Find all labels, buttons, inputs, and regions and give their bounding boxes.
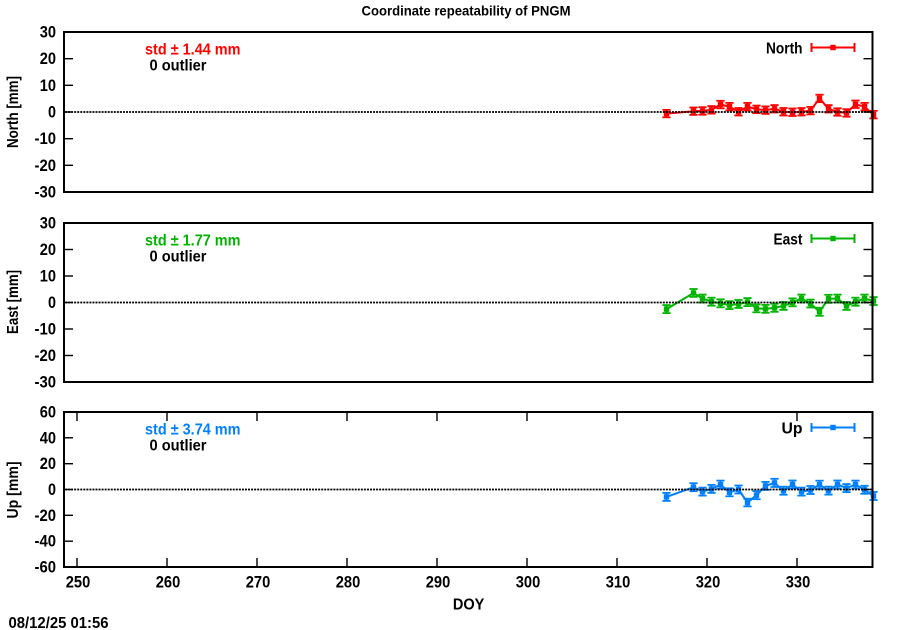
- svg-text:0: 0: [48, 294, 56, 312]
- svg-text:280: 280: [336, 574, 361, 592]
- svg-text:0: 0: [48, 481, 56, 499]
- svg-text:-10: -10: [35, 130, 57, 148]
- svg-text:10: 10: [40, 77, 56, 95]
- svg-text:60: 60: [40, 404, 56, 422]
- svg-text:Coordinate repeatability of PN: Coordinate repeatability of PNGM: [362, 4, 571, 19]
- svg-text:40: 40: [40, 429, 56, 447]
- svg-text:-20: -20: [35, 157, 57, 175]
- svg-text:30: 30: [40, 215, 56, 233]
- svg-text:0 outlier: 0 outlier: [150, 58, 207, 75]
- svg-text:-30: -30: [35, 374, 57, 392]
- svg-text:300: 300: [516, 574, 541, 592]
- svg-text:290: 290: [426, 574, 451, 592]
- svg-text:20: 20: [40, 455, 56, 473]
- svg-text:0 outlier: 0 outlier: [150, 438, 207, 455]
- svg-text:270: 270: [246, 574, 271, 592]
- svg-text:-30: -30: [35, 184, 57, 202]
- svg-text:std ± 1.77 mm: std ± 1.77 mm: [145, 232, 241, 249]
- svg-text:08/12/25 01:56: 08/12/25 01:56: [9, 615, 109, 630]
- svg-text:-10: -10: [35, 321, 57, 339]
- svg-text:0 outlier: 0 outlier: [150, 249, 207, 266]
- svg-text:std ± 1.44 mm: std ± 1.44 mm: [145, 41, 241, 58]
- svg-text:30: 30: [40, 24, 56, 42]
- svg-text:330: 330: [786, 574, 811, 592]
- svg-text:Up [mm]: Up [mm]: [5, 462, 22, 519]
- svg-text:260: 260: [156, 574, 181, 592]
- svg-text:-40: -40: [35, 533, 57, 551]
- svg-text:-20: -20: [35, 347, 57, 365]
- svg-text:East: East: [774, 231, 804, 248]
- svg-text:0: 0: [48, 104, 56, 122]
- svg-text:Up: Up: [782, 420, 803, 437]
- svg-text:North [mm]: North [mm]: [5, 76, 22, 148]
- svg-text:std ± 3.74 mm: std ± 3.74 mm: [145, 421, 241, 438]
- svg-text:310: 310: [606, 574, 631, 592]
- svg-text:20: 20: [40, 241, 56, 259]
- svg-text:DOY: DOY: [453, 597, 485, 614]
- svg-text:320: 320: [696, 574, 721, 592]
- svg-text:East [mm]: East [mm]: [5, 270, 22, 334]
- svg-text:-20: -20: [35, 507, 57, 525]
- svg-text:-60: -60: [35, 559, 57, 577]
- svg-text:250: 250: [66, 574, 91, 592]
- svg-text:10: 10: [40, 268, 56, 286]
- svg-text:20: 20: [40, 50, 56, 68]
- svg-text:North: North: [766, 40, 803, 57]
